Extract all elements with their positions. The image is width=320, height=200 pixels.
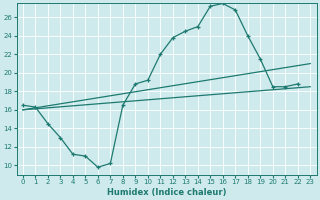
X-axis label: Humidex (Indice chaleur): Humidex (Indice chaleur) (107, 188, 226, 197)
